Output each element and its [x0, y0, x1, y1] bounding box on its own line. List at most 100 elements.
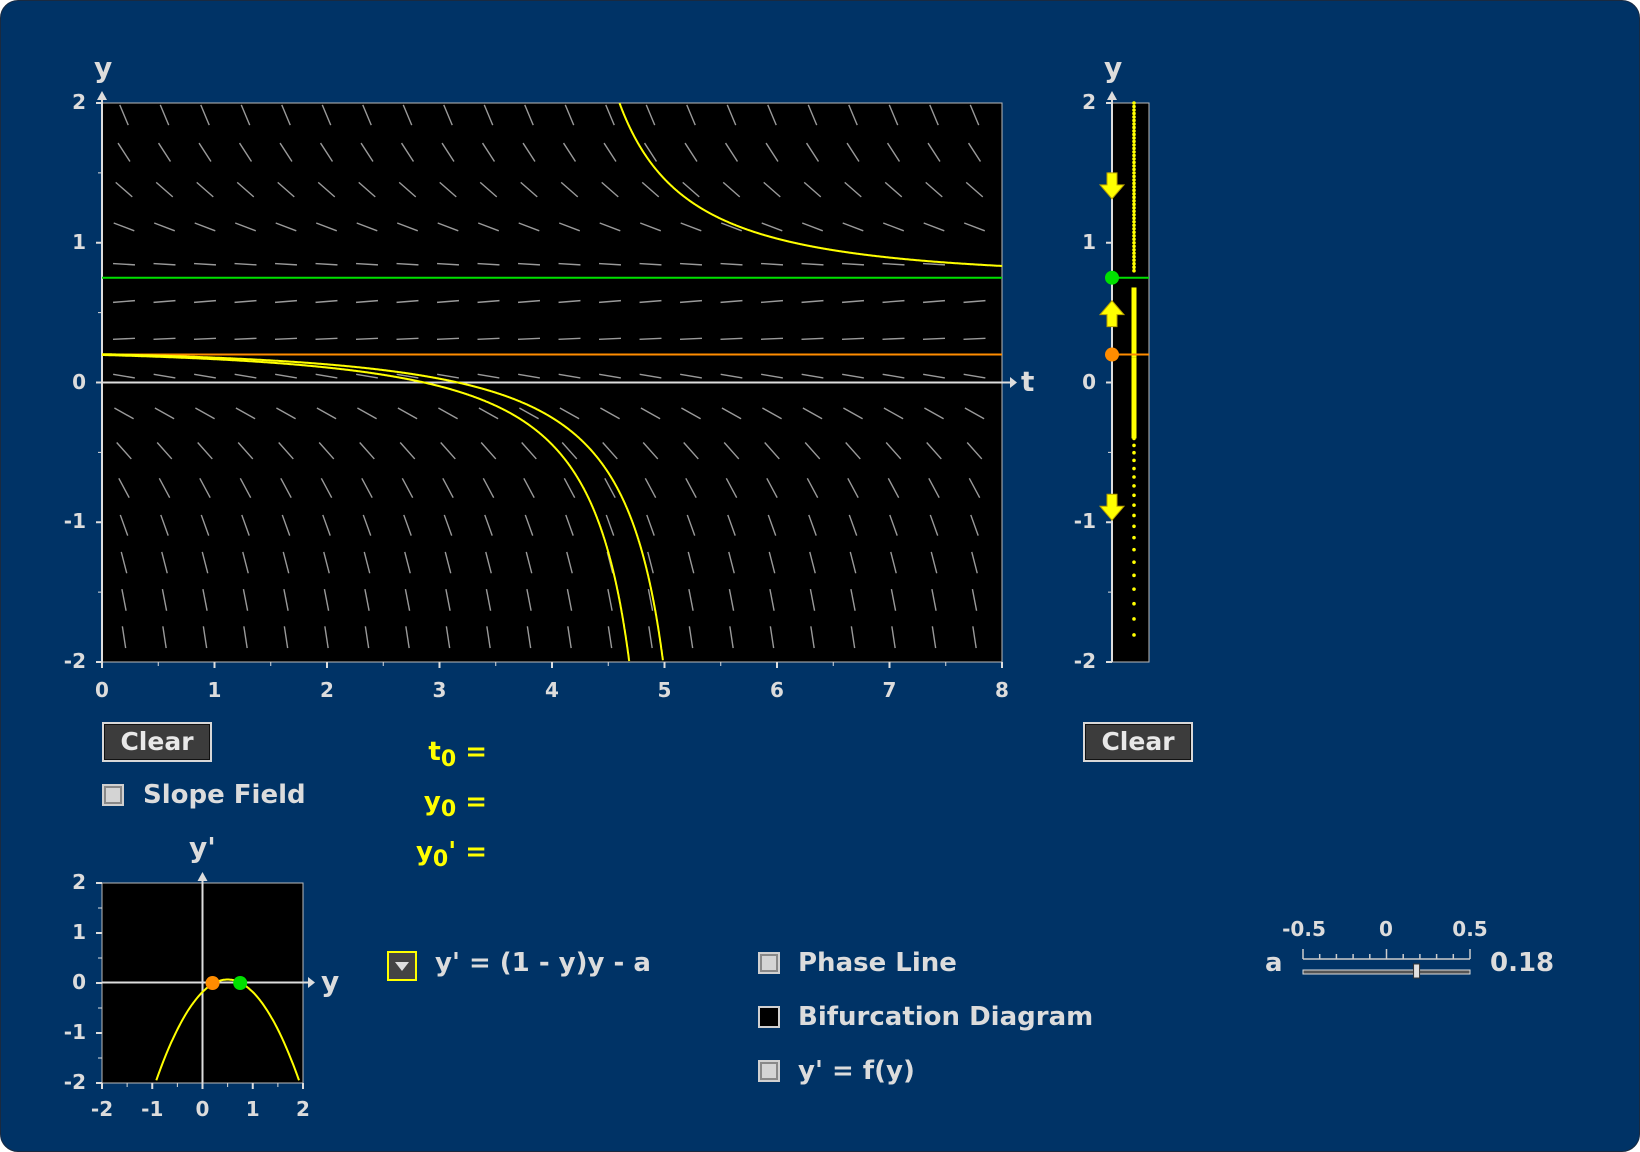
slope-mark: [882, 299, 905, 304]
slope-mark: [563, 477, 576, 499]
slope-mark: [564, 104, 575, 126]
slope-mark: [720, 299, 743, 304]
slope-mark: [971, 551, 978, 574]
slope-mark: [324, 626, 329, 649]
slope-mark: [403, 514, 412, 536]
slider-track[interactable]: [1302, 969, 1471, 975]
slope-mark: [769, 588, 775, 611]
slope-mark: [162, 626, 167, 649]
pl-trajectory-dot: [1132, 146, 1136, 151]
slope-mark: [646, 514, 655, 536]
pl-tick-label: -1: [1073, 509, 1096, 534]
pl-trajectory-dot: [1132, 503, 1136, 507]
clear-solutions-button[interactable]: Clear: [102, 722, 212, 762]
slope-mark: [639, 222, 662, 232]
pl-trajectory-dot: [1132, 185, 1136, 189]
slope-mark: [688, 626, 694, 649]
slope-mark: [679, 299, 703, 304]
fy-plot-checkbox[interactable]: [758, 1060, 780, 1082]
a-slider[interactable]: [1302, 949, 1471, 979]
slope-mark: [274, 262, 298, 266]
pl-trajectory-segment: [1131, 287, 1137, 358]
slope-mark: [967, 142, 982, 162]
fy-axis-ticks: [96, 882, 304, 1089]
pl-trajectory-dot: [1132, 633, 1136, 637]
fy-x-tick-label: -2: [90, 1097, 114, 1121]
slope-mark: [524, 104, 534, 126]
slope-mark: [483, 104, 494, 126]
slope-mark: [725, 477, 738, 499]
slope-mark: [886, 142, 901, 162]
pl-trajectory-dot: [1132, 560, 1136, 564]
slope-mark: [679, 337, 703, 340]
phase-arrow-down-icon: [1098, 493, 1126, 522]
phase-line-plot[interactable]: [1098, 91, 1150, 663]
fy-parabola: [155, 978, 300, 1081]
pl-trajectory-dot: [1132, 261, 1136, 266]
slope-mark: [931, 626, 937, 649]
fy-plot[interactable]: [96, 872, 315, 1089]
slider-thumb[interactable]: [1413, 963, 1421, 979]
slope-mark: [882, 373, 905, 379]
slope-mark: [234, 262, 257, 266]
pl-trajectory-dot: [1132, 136, 1136, 140]
pl-trajectory-dot: [1132, 108, 1136, 112]
slope-mark: [965, 181, 984, 198]
slope-mark: [559, 407, 580, 420]
pl-trajectory-dot: [1132, 535, 1136, 540]
slope-field-checkbox[interactable]: [102, 784, 124, 806]
pl-trajectory-dot: [1132, 213, 1136, 217]
slope-mark: [436, 299, 460, 304]
bifurcation-diagram-checkbox[interactable]: [758, 1006, 780, 1028]
slope-mark: [806, 477, 819, 499]
solution-plot[interactable]: [96, 91, 1017, 668]
slope-mark: [724, 142, 739, 162]
slope-mark: [648, 626, 653, 649]
slope-mark: [121, 588, 127, 611]
slope-mark: [153, 222, 176, 232]
slope-mark: [686, 514, 696, 536]
pl-tick-label: 0: [1082, 369, 1096, 394]
slope-mark: [234, 299, 257, 304]
slope-mark: [727, 514, 736, 536]
slope-mark: [561, 442, 578, 460]
equation-label[interactable]: y' = (1 - y)y - a: [435, 948, 651, 978]
slope-mark: [242, 551, 249, 574]
slope-mark: [603, 142, 617, 162]
slope-mark: [523, 477, 535, 499]
slope-field: [112, 104, 986, 649]
pl-trajectory-dot: [1132, 547, 1136, 552]
slope-mark: [234, 222, 257, 232]
pl-trajectory-dot: [1132, 233, 1136, 238]
slope-mark: [842, 222, 864, 232]
slope-mark: [241, 514, 250, 536]
phase-line-trajectory: [1131, 101, 1137, 637]
slope-mark: [517, 299, 541, 304]
pl-trajectory-dot: [1132, 192, 1136, 196]
slope-mark: [157, 142, 172, 162]
slope-mark: [801, 262, 824, 266]
slope-mark: [728, 551, 735, 574]
slope-mark: [477, 262, 500, 266]
slope-mark: [882, 222, 905, 232]
slope-mark: [688, 588, 694, 611]
slope-mark: [444, 551, 452, 574]
slope-mark: [402, 104, 413, 126]
slope-mark: [274, 299, 298, 304]
pl-trajectory-dot: [1132, 587, 1136, 591]
slope-mark: [644, 477, 657, 499]
slope-mark: [848, 514, 858, 536]
fy-y-tick-label: 0: [72, 970, 86, 994]
pl-trajectory-segment: [1131, 357, 1137, 439]
clear-phase-line-button[interactable]: Clear: [1083, 722, 1193, 762]
slope-mark: [963, 222, 986, 232]
slope-mark: [196, 181, 214, 198]
slope-mark: [477, 373, 500, 379]
phase-line-checkbox[interactable]: [758, 952, 780, 974]
slope-mark: [526, 626, 532, 649]
phase-line-background[interactable]: [1111, 102, 1150, 663]
y-tick-label: 0: [72, 369, 86, 394]
pl-trajectory-dot: [1132, 139, 1136, 144]
slope-mark: [437, 222, 459, 232]
equation-dropdown-chevron-icon[interactable]: [387, 951, 417, 981]
